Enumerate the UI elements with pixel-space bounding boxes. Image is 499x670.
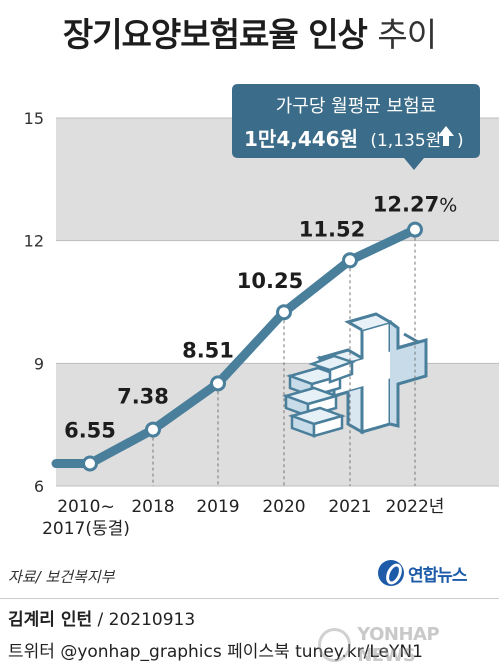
watermark-logo-icon <box>318 628 352 662</box>
value-label: 12.27% <box>373 193 458 217</box>
data-point <box>210 375 226 392</box>
background-bands <box>56 118 499 486</box>
source-note: 자료/ 보건복지부 <box>8 568 115 586</box>
title-main: 장기요양보험료율 인상 <box>62 15 368 54</box>
data-point <box>82 455 98 472</box>
yonhap-logo-icon <box>378 560 404 586</box>
credit-name: 김계리 인턴 <box>8 610 93 630</box>
annotation-callout: 가구당 월평균 보험료 1만4,446원 (1,135원 ) <box>232 84 480 170</box>
x-tick-label: 2020 <box>262 497 305 517</box>
credit-date: / 20210913 <box>92 610 196 630</box>
data-points <box>82 221 423 472</box>
y-tick-label: 15 <box>24 109 44 128</box>
data-point <box>145 421 161 438</box>
value-label: 6.55 <box>64 419 116 443</box>
watermark: YONHAP NEWS <box>318 624 499 666</box>
x-tick-label: 2017(동결) <box>42 519 130 539</box>
x-tick-label: 2021 <box>328 497 371 517</box>
callout-close: ) <box>457 131 464 151</box>
logo-text: 연합뉴스 <box>408 565 468 586</box>
callout-line2: 1만4,446원 (1,135원 <box>244 127 441 151</box>
value-label: 10.25 <box>237 269 303 293</box>
medical-cross-illustration <box>281 312 428 438</box>
coin-stack-icon <box>281 354 356 438</box>
data-point <box>407 221 423 238</box>
watermark-text: YONHAP NEWS <box>357 624 440 666</box>
x-tick-label: 2022년 <box>386 497 445 517</box>
y-axis-ticks: 6 9 12 15 <box>24 109 44 496</box>
x-tick-label: 2019 <box>196 497 239 517</box>
up-arrow-icon <box>438 126 454 146</box>
value-labels: 6.557.38 8.51 10.25 11.52 12.27% <box>64 193 457 443</box>
yonhap-logo: 연합뉴스 <box>378 560 468 586</box>
y-tick-label: 12 <box>24 232 44 251</box>
value-label: 7.38 <box>117 385 169 409</box>
data-point <box>276 304 292 321</box>
callout-increase: (1,135원 <box>370 131 441 151</box>
callout-line1: 가구당 월평균 보험료 <box>276 96 436 117</box>
chart-title: 장기요양보험료율 인상 추이 <box>0 8 499 56</box>
x-tick-label: 2010~ <box>57 497 115 517</box>
y-tick-label: 6 <box>34 477 44 496</box>
band-0 <box>56 363 499 486</box>
value-label: 11.52 <box>299 217 365 241</box>
x-gridlines <box>152 237 416 486</box>
credit-line: 김계리 인턴 / 20210913 <box>8 605 195 630</box>
callout-amount: 1만4,446원 <box>244 127 358 151</box>
data-point <box>342 252 358 269</box>
x-tick-label: 2018 <box>131 497 174 517</box>
title-light: 추이 <box>377 15 437 54</box>
x-axis-labels: 2010~2017(동결)2018 2019 2020 2021 2022년 <box>42 497 444 539</box>
callout-box <box>232 84 480 170</box>
value-label: 8.51 <box>182 338 234 362</box>
y-tick-label: 9 <box>34 354 44 373</box>
footer-divider <box>0 598 499 599</box>
